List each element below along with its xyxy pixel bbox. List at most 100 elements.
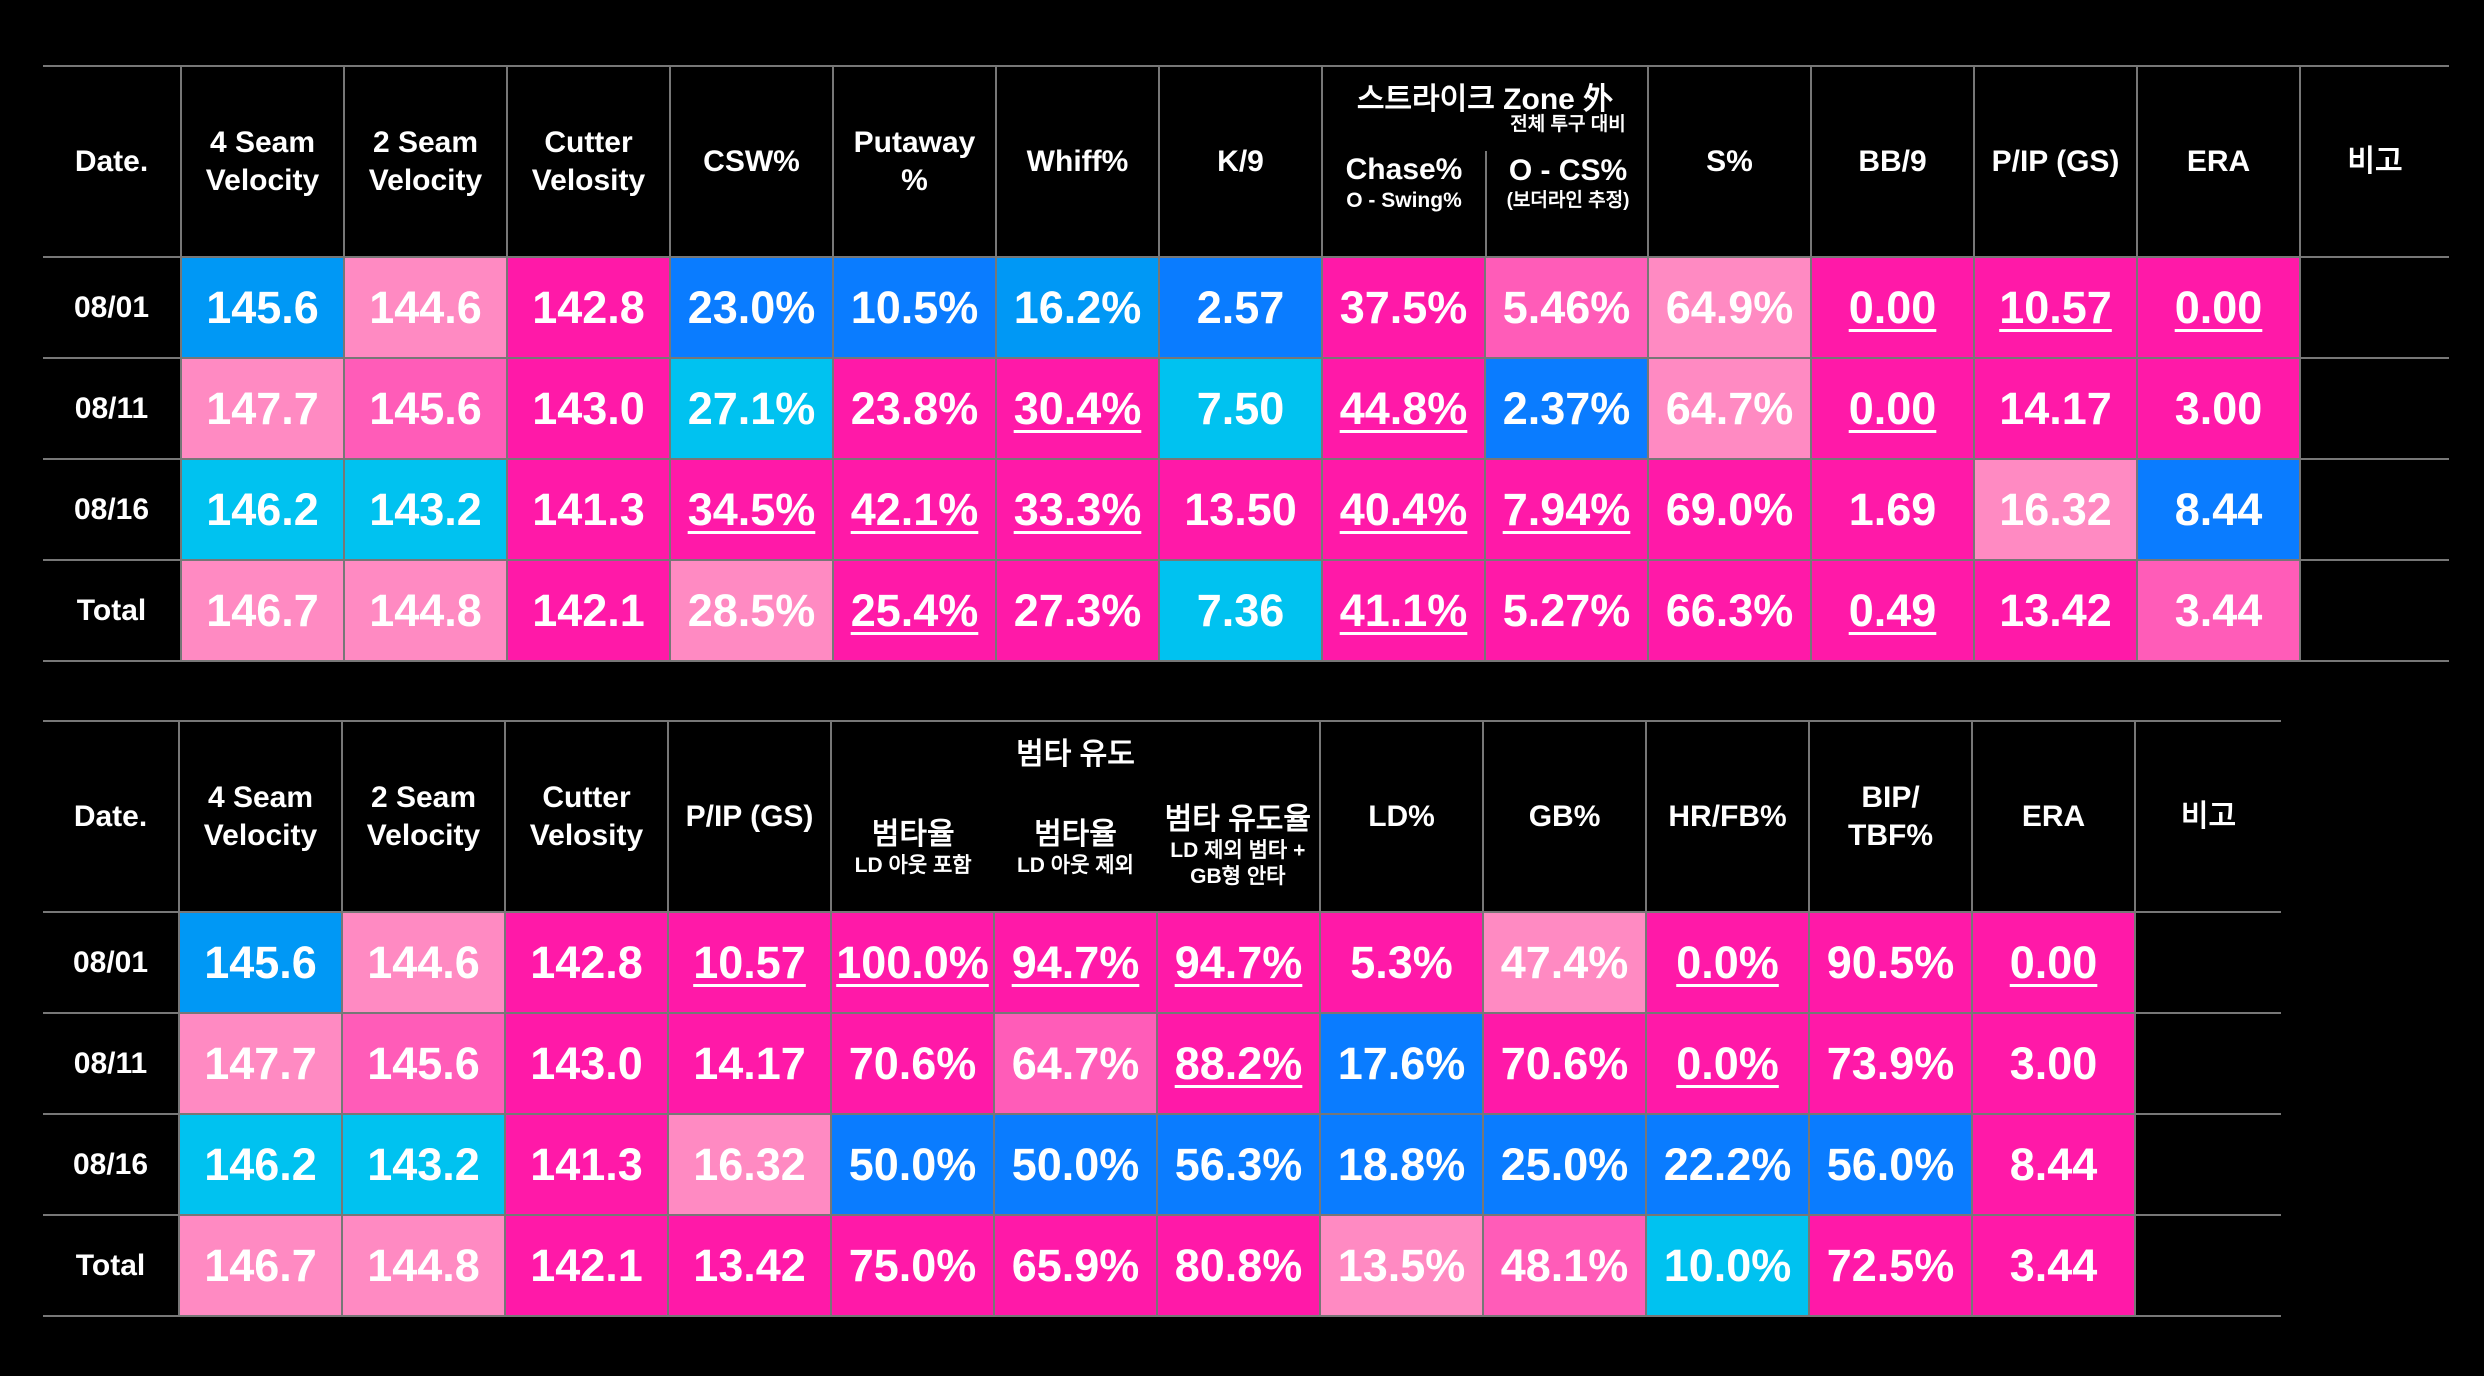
cell-4seam: 146.7 — [178, 1215, 342, 1317]
header-groundout-group: 범타 유도 범타율 LD 아웃 포함 범타율 LD 아웃 제외 범타 유도율 L… — [829, 720, 1321, 913]
cell-note — [2299, 459, 2449, 561]
cell-hrfb: 0.0% — [1645, 1013, 1810, 1115]
cell-whiff: 27.3% — [995, 560, 1159, 662]
cell-chase: 40.4% — [1321, 459, 1485, 561]
cell-whiff: 30.4% — [995, 358, 1159, 460]
cell-cutter: 142.1 — [504, 1215, 668, 1317]
cell-ba-induce: 94.7% — [1155, 912, 1321, 1014]
header-date: Date. — [43, 720, 179, 913]
header-ba-induce: 범타 유도율 LD 제외 범타 + GB형 안타 — [1164, 803, 1311, 888]
row-date: 08/16 — [43, 1114, 179, 1216]
header-whiff: Whiff% — [995, 65, 1159, 258]
cell-4seam: 145.6 — [180, 257, 344, 359]
cell-chase: 41.1% — [1321, 560, 1485, 662]
cell-k9: 2.57 — [1158, 257, 1322, 359]
header-cutter-velocity: Cutter Velosity — [506, 65, 670, 258]
cell-pip: 10.57 — [1973, 257, 2137, 359]
cell-s: 69.0% — [1647, 459, 1811, 561]
row-date: 08/01 — [43, 912, 179, 1014]
cell-cutter: 141.3 — [506, 459, 670, 561]
header-4seam-velocity: 4 Seam Velocity — [178, 720, 342, 913]
cell-era: 3.00 — [2136, 358, 2300, 460]
cell-ocs: 7.94% — [1484, 459, 1648, 561]
cell-4seam: 146.2 — [178, 1114, 342, 1216]
header-era: ERA — [1971, 720, 2136, 913]
cell-ocs: 5.27% — [1484, 560, 1648, 662]
cell-2seam: 143.2 — [343, 459, 507, 561]
cell-pip: 10.57 — [667, 912, 831, 1014]
cell-gb: 47.4% — [1482, 912, 1647, 1014]
cell-bip-tbf: 56.0% — [1808, 1114, 1973, 1216]
cell-era: 8.44 — [1971, 1114, 2136, 1216]
cell-gb: 25.0% — [1482, 1114, 1647, 1216]
header-bb9: BB/9 — [1810, 65, 1974, 258]
cell-k9: 13.50 — [1158, 459, 1322, 561]
header-ocs: 전체 투구 대비 O - CS% (보더라인 추정) — [1485, 114, 1649, 256]
table-row: 08/16 146.2 143.2 141.3 16.32 50.0% 50.0… — [43, 1114, 2282, 1216]
cell-note — [2299, 358, 2449, 460]
row-date: 08/16 — [43, 459, 181, 561]
cell-era: 3.44 — [2136, 560, 2300, 662]
table-row: 08/11 147.7 145.6 143.0 27.1% 23.8% 30.4… — [43, 358, 2449, 460]
cell-bip-tbf: 90.5% — [1808, 912, 1973, 1014]
cell-k9: 7.50 — [1158, 358, 1322, 460]
row-date: Total — [43, 560, 181, 662]
batted-ball-table: Date. 4 Seam Velocity 2 Seam Velocity Cutt… — [43, 720, 2282, 1317]
cell-ba-incl: 100.0% — [830, 912, 994, 1014]
cell-4seam: 146.7 — [180, 560, 344, 662]
cell-2seam: 144.8 — [341, 1215, 505, 1317]
cell-note — [2299, 560, 2449, 662]
cell-bb9: 0.00 — [1810, 257, 1974, 359]
cell-chase: 44.8% — [1321, 358, 1485, 460]
cell-note — [2134, 912, 2282, 1014]
cell-pip: 16.32 — [667, 1114, 831, 1216]
cell-k9: 7.36 — [1158, 560, 1322, 662]
cell-cutter: 142.1 — [506, 560, 670, 662]
cell-pip: 13.42 — [667, 1215, 831, 1317]
header-note: 비고 — [2299, 65, 2449, 258]
cell-csw: 27.1% — [669, 358, 833, 460]
table-row: 08/16 146.2 143.2 141.3 34.5% 42.1% 33.3… — [43, 459, 2449, 561]
cell-ocs: 5.46% — [1484, 257, 1648, 359]
header-putaway: Putaway% — [832, 65, 996, 258]
cell-ba-excl: 94.7% — [993, 912, 1157, 1014]
cell-era: 8.44 — [2136, 459, 2300, 561]
header-pip: P/IP (GS) — [667, 720, 831, 913]
cell-bb9: 0.49 — [1810, 560, 1974, 662]
cell-putaway: 10.5% — [832, 257, 996, 359]
table-row: Total 146.7 144.8 142.1 13.42 75.0% 65.9… — [43, 1215, 2282, 1317]
cell-note — [2299, 257, 2449, 359]
cell-era: 0.00 — [2136, 257, 2300, 359]
cell-note — [2134, 1114, 2282, 1216]
header-s: S% — [1647, 65, 1811, 258]
cell-csw: 28.5% — [669, 560, 833, 662]
header-hrfb: HR/FB% — [1645, 720, 1810, 913]
cell-bb9: 1.69 — [1810, 459, 1974, 561]
cell-4seam: 146.2 — [180, 459, 344, 561]
cell-s: 64.7% — [1647, 358, 1811, 460]
header-cutter-velocity: Cutter Velosity — [504, 720, 668, 913]
cell-ba-excl: 64.7% — [993, 1013, 1157, 1115]
cell-pip: 16.32 — [1973, 459, 2137, 561]
header-ba-incl: 범타율 LD 아웃 포함 — [854, 818, 972, 877]
cell-ba-incl: 70.6% — [830, 1013, 994, 1115]
cell-csw: 34.5% — [669, 459, 833, 561]
header-zone-group: 스트라이크 Zone 外 Chase% O - Swing% 전체 투구 대비 … — [1321, 65, 1649, 258]
cell-bip-tbf: 73.9% — [1808, 1013, 1973, 1115]
row-date: 08/11 — [43, 358, 181, 460]
cell-4seam: 147.7 — [178, 1013, 342, 1115]
cell-cutter: 142.8 — [504, 912, 668, 1014]
header-gb: GB% — [1482, 720, 1647, 913]
cell-pip: 13.42 — [1973, 560, 2137, 662]
header-k9: K/9 — [1158, 65, 1322, 258]
table-row: 08/01 145.6 144.6 142.8 23.0% 10.5% 16.2… — [43, 257, 2449, 359]
cell-pip: 14.17 — [1973, 358, 2137, 460]
cell-bb9: 0.00 — [1810, 358, 1974, 460]
pitching-metrics-table: Date. 4 Seam Velocity 2 Seam Velocity Cutt… — [43, 65, 2449, 662]
cell-2seam: 145.6 — [343, 358, 507, 460]
header-4seam-velocity: 4 Seam Velocity — [180, 65, 344, 258]
row-date: 08/01 — [43, 257, 181, 359]
cell-s: 64.9% — [1647, 257, 1811, 359]
header-date: Date. — [43, 65, 181, 258]
cell-s: 66.3% — [1647, 560, 1811, 662]
